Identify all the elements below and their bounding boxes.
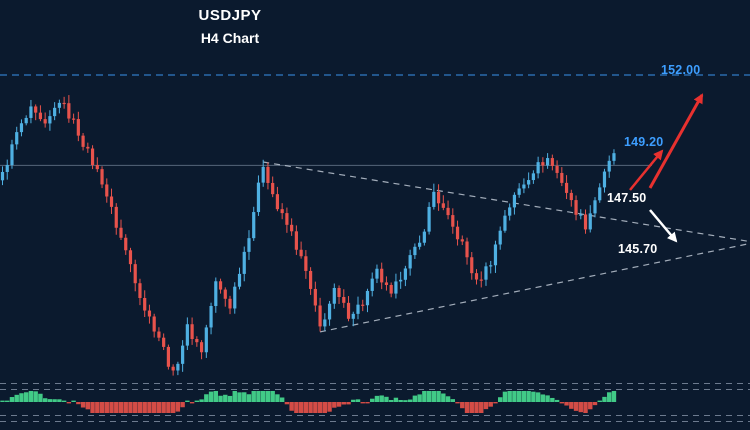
- candles: [0, 95, 616, 376]
- price-label-147-50: 147.50: [607, 191, 647, 205]
- price-label-145-70: 145.70: [618, 242, 658, 256]
- price-label-149-20: 149.20: [624, 135, 664, 149]
- wedge-trendlines: [263, 161, 750, 333]
- projection-arrows: [629, 93, 704, 243]
- price-level-lines: [0, 74, 750, 166]
- oscillator-panel: [0, 383, 750, 422]
- timeframe-label: H4 Chart: [200, 29, 260, 46]
- symbol-label: USDJPY: [198, 7, 262, 24]
- chart-title: USDJPY H4 Chart: [182, 5, 278, 49]
- price-label-152: 152.00: [661, 63, 701, 77]
